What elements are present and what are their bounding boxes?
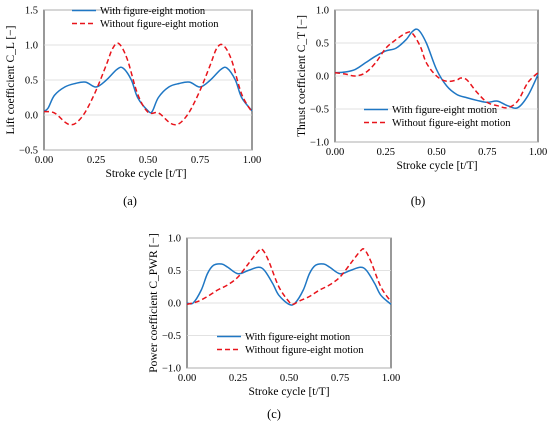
power-y-tick-label: 0.5 xyxy=(168,266,181,277)
thrust-legend-label: With figure-eight motion xyxy=(392,105,498,116)
thrust-x-tick-label: 1.00 xyxy=(529,147,547,158)
thrust-x-tick-label: 0.00 xyxy=(326,147,344,158)
lift-x-tick-label: 0.25 xyxy=(87,155,105,166)
lift-chart: 0.00 0.25 0.50 0.75 1.00 −0.5 0.0 0.5 1.0 1.5 Wit… xyxy=(5,6,261,209)
lift-ticks: 0.00 0.25 0.50 0.75 1.00 −0.5 0.0 0.5 1.0 1.5 xyxy=(19,6,261,167)
lift-y-axis-label: Lift coefficient C_L [−] xyxy=(5,26,17,135)
thrust-with-figure-eight-line xyxy=(334,28,539,109)
thrust-without-figure-eight-line xyxy=(334,31,539,109)
lift-x-tick-label: 1.00 xyxy=(243,155,261,166)
thrust-legend-label: Without figure-eight motion xyxy=(392,118,511,129)
power-legend-label: With figure-eight motion xyxy=(245,332,351,343)
power-y-tick-label: −0.5 xyxy=(162,331,181,342)
lift-y-tick-label: −0.5 xyxy=(19,146,38,157)
power-grid xyxy=(187,237,391,369)
thrust-x-tick-label: 0.75 xyxy=(478,147,496,158)
lift-y-tick-label: 0.5 xyxy=(25,76,38,87)
thrust-y-tick-label: −1.0 xyxy=(310,138,329,149)
power-panel-label: (c) xyxy=(267,407,281,421)
thrust-x-tick-label: 0.50 xyxy=(427,147,445,158)
lift-panel-label: (a) xyxy=(123,194,137,208)
power-with-figure-eight-line xyxy=(186,263,392,306)
lift-y-tick-label: 1.0 xyxy=(25,41,38,52)
thrust-y-axis-label: Thrust coefficient C_T [−] xyxy=(296,15,308,137)
lift-x-axis-label: Stroke cycle [t/T] xyxy=(105,168,186,180)
power-series xyxy=(186,248,392,306)
thrust-series xyxy=(334,28,539,109)
lift-legend: With figure-eight motion Without figure-e… xyxy=(72,6,219,30)
power-x-tick-label: 0.25 xyxy=(229,373,247,384)
power-without-figure-eight-line xyxy=(186,248,392,306)
thrust-x-axis-label: Stroke cycle [t/T] xyxy=(396,160,477,172)
power-x-tick-label: 0.00 xyxy=(178,373,196,384)
lift-legend-label: With figure-eight motion xyxy=(100,6,206,17)
power-y-tick-label: −1.0 xyxy=(162,364,181,375)
lift-legend-label: Without figure-eight motion xyxy=(100,19,219,30)
thrust-x-tick-label: 0.25 xyxy=(377,147,395,158)
thrust-y-tick-label: 0.0 xyxy=(316,72,329,83)
power-legend: With figure-eight motion Without figure-e… xyxy=(217,332,364,356)
lift-x-tick-label: 0.75 xyxy=(191,155,209,166)
lift-without-figure-eight-line xyxy=(43,42,253,126)
thrust-legend: With figure-eight motion Without figure-e… xyxy=(364,105,511,129)
lift-x-tick-label: 0.00 xyxy=(35,155,53,166)
power-x-tick-label: 0.50 xyxy=(280,373,298,384)
thrust-y-tick-label: 0.5 xyxy=(316,39,329,50)
thrust-chart: 0.00 0.25 0.50 0.75 1.00 −1.0 −0.5 0.0 0.5 1.0 Wi… xyxy=(296,6,547,209)
power-x-axis-label: Stroke cycle [t/T] xyxy=(248,386,329,398)
power-ticks: 0.00 0.25 0.50 0.75 1.00 −1.0 −0.5 0.0 0.5 1.0 xyxy=(162,234,400,385)
lift-y-tick-label: 1.5 xyxy=(25,6,38,17)
power-y-axis-label: Power coefficient C_PWR [−] xyxy=(148,233,160,372)
power-legend-label: Without figure-eight motion xyxy=(245,345,364,356)
power-chart: 0.00 0.25 0.50 0.75 1.00 −1.0 −0.5 0.0 0.5 1.0 Wi… xyxy=(148,233,400,421)
lift-grid xyxy=(44,9,252,151)
thrust-ticks: 0.00 0.25 0.50 0.75 1.00 −1.0 −0.5 0.0 0.5 1.0 xyxy=(310,6,547,159)
thrust-y-tick-label: 1.0 xyxy=(316,6,329,17)
lift-x-tick-label: 0.50 xyxy=(139,155,157,166)
thrust-y-tick-label: −0.5 xyxy=(310,105,329,116)
thrust-panel-label: (b) xyxy=(411,194,426,208)
power-x-tick-label: 0.75 xyxy=(331,373,349,384)
power-x-tick-label: 1.00 xyxy=(382,373,400,384)
power-y-tick-label: 1.0 xyxy=(168,234,181,245)
lift-series xyxy=(43,42,253,126)
power-y-tick-label: 0.0 xyxy=(168,299,181,310)
lift-with-figure-eight-line xyxy=(43,66,253,114)
lift-y-tick-label: 0.0 xyxy=(25,111,38,122)
